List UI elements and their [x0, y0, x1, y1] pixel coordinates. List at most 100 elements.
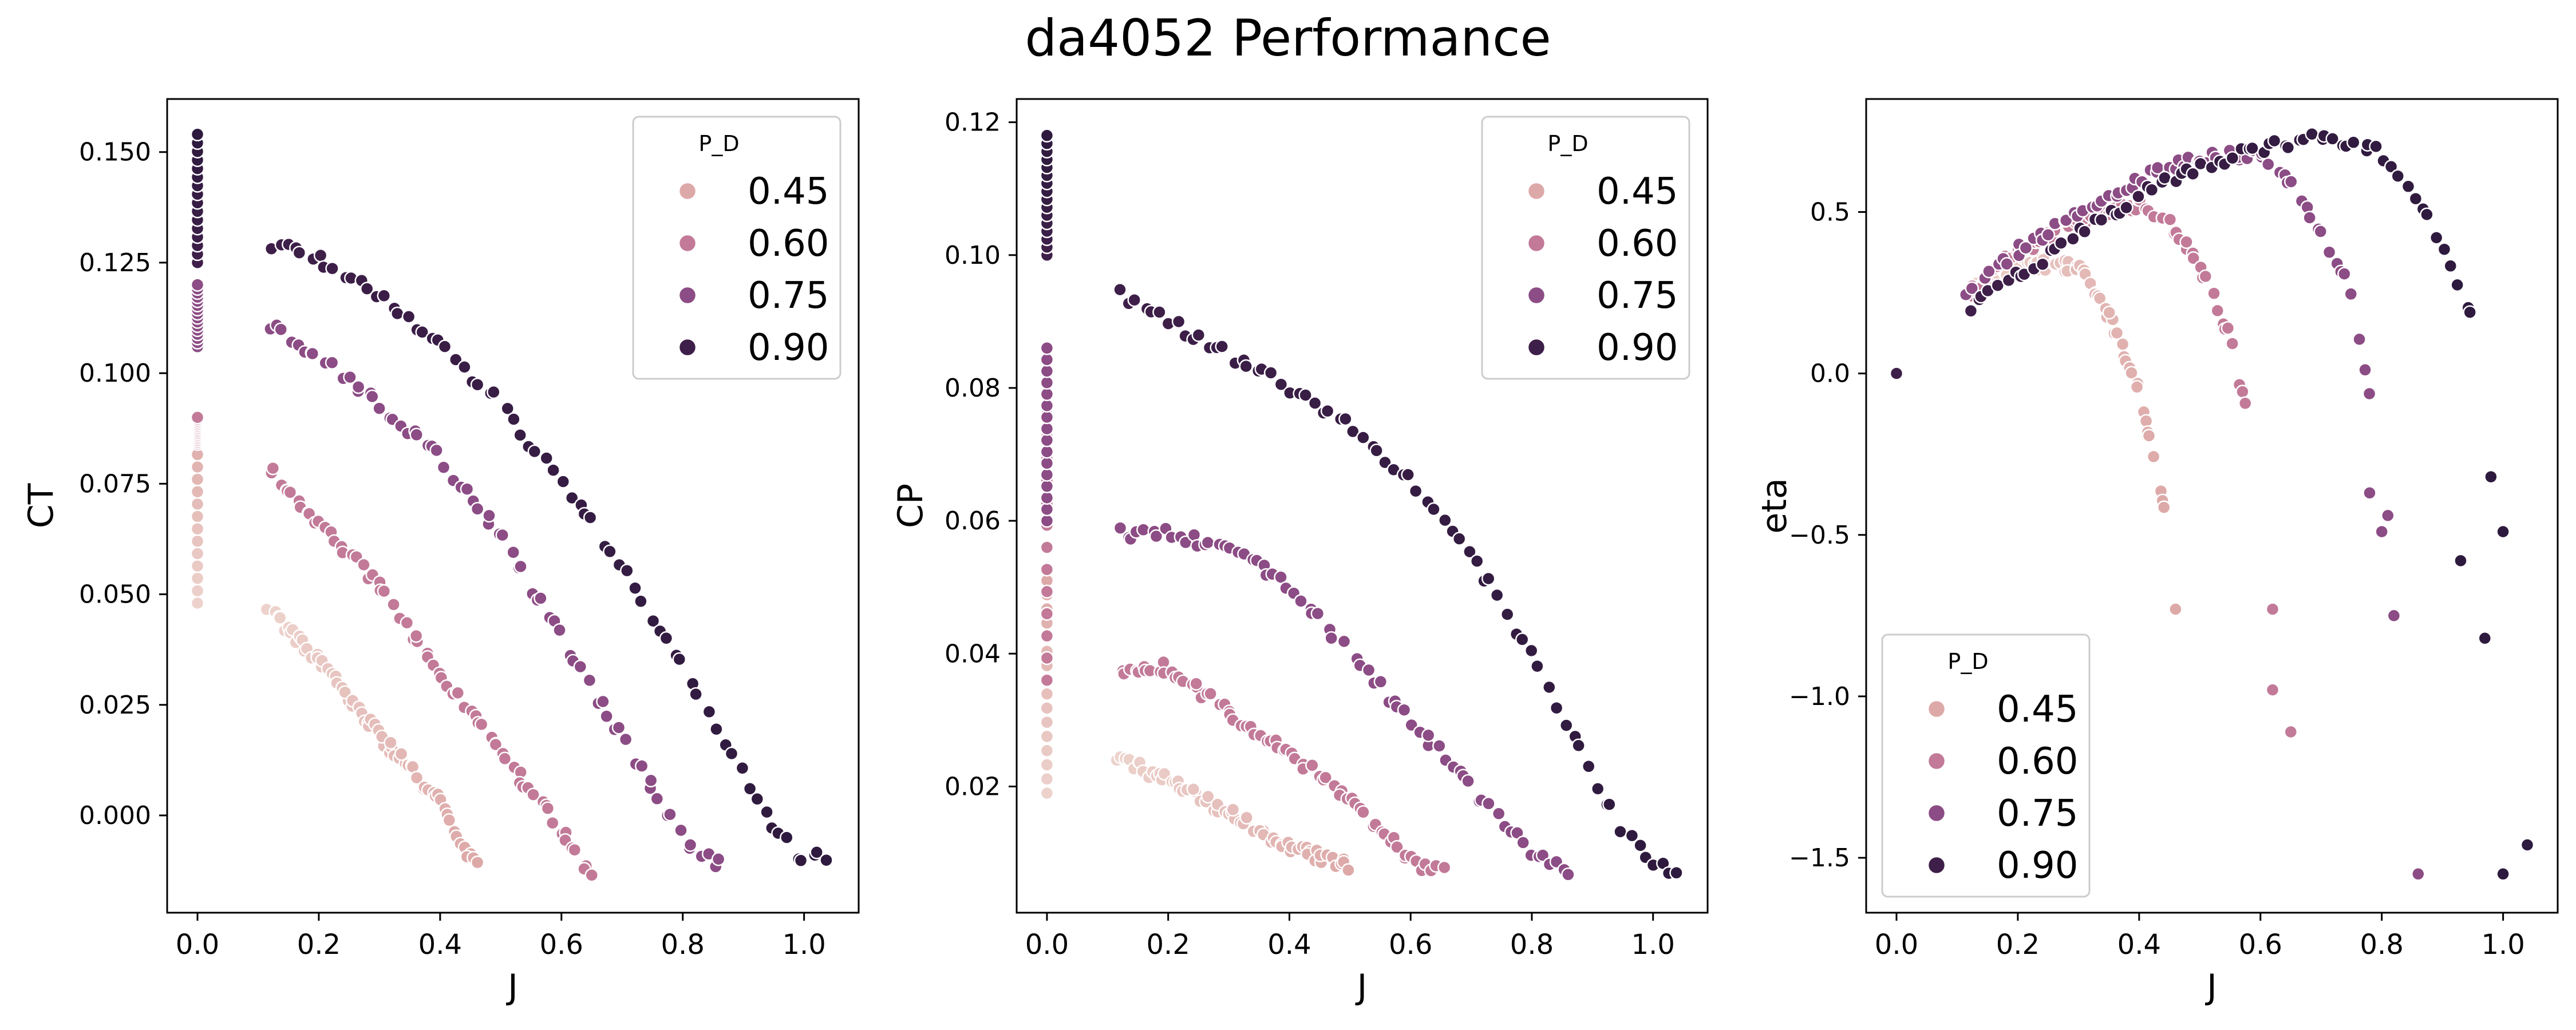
axes-frame	[1865, 98, 2559, 914]
data-point-pd-0.90	[1549, 700, 1564, 715]
data-point-outlier-pd-0.60	[2265, 602, 2280, 616]
legend-label: 0.90	[1597, 327, 1678, 369]
data-point-pd-0.75	[1294, 594, 1308, 608]
data-point-pd-0.75	[495, 528, 509, 542]
data-point-pd-0.60	[545, 815, 560, 830]
data-point-pd-0.75	[2302, 211, 2317, 225]
data-point-j0-pd-0.60	[1040, 607, 1054, 621]
data-point-pd-0.75	[2000, 257, 2014, 271]
data-point-pd-0.45	[2102, 305, 2116, 320]
legend-label: 0.45	[1597, 171, 1678, 213]
data-point-j0-pd-0.60	[190, 410, 205, 425]
data-point-outlier-pd-0.45	[2168, 602, 2183, 616]
data-point-pd-0.90	[564, 490, 579, 505]
data-point-pd-0.75	[365, 389, 380, 404]
data-point-pd-0.75	[674, 823, 688, 838]
data-point-j0-pd-0.45	[190, 558, 205, 573]
x-tick-label: 0.6	[1389, 929, 1432, 961]
x-tick-label: 0.6	[2239, 929, 2282, 961]
data-point-j0-pd-0.75	[1040, 502, 1054, 517]
data-point-pd-0.75	[2041, 228, 2056, 242]
data-point-pd-0.90	[1581, 759, 1596, 774]
data-point-outlier-pd-0.90	[2496, 524, 2510, 539]
legend-marker	[678, 181, 697, 201]
data-point-pd-0.90	[1524, 643, 1539, 658]
data-point-pd-0.75	[1982, 264, 1996, 279]
data-point-pd-0.90	[1338, 411, 1353, 426]
data-point-pd-0.75	[482, 508, 496, 523]
legend-label: 0.90	[1997, 845, 2079, 887]
data-point-pd-0.75	[534, 591, 548, 605]
y-tick-label: 0.050	[79, 580, 151, 609]
data-point-pd-0.75	[372, 401, 386, 415]
legend-marker	[678, 233, 697, 253]
data-point-pd-0.60	[409, 628, 424, 643]
data-point-pd-0.60	[2225, 336, 2239, 351]
data-point-pd-0.90	[2131, 189, 2146, 204]
data-point-pd-0.90	[620, 563, 634, 578]
data-point-pd-0.90	[603, 544, 617, 559]
data-point-j0-pd-0.45	[190, 534, 205, 549]
data-point-pd-0.90	[2144, 183, 2159, 197]
data-point-pd-0.90	[2420, 207, 2434, 222]
data-point-j0-pd-0.45	[190, 485, 205, 499]
data-point-pd-0.90	[634, 594, 648, 609]
data-point-pd-0.75	[611, 720, 626, 735]
data-point-j0-pd-0.45	[190, 509, 205, 524]
data-point-j0-pd-0.75	[1040, 387, 1054, 402]
data-point-pd-0.45	[1239, 810, 1254, 825]
data-point-pd-0.90	[1452, 532, 1467, 546]
data-point-outlier-pd-0.75	[2374, 524, 2389, 539]
data-point-outlier-pd-0.75	[2387, 608, 2401, 623]
legend-label: 0.75	[1997, 793, 2079, 835]
data-point-pd-0.90	[500, 401, 515, 416]
data-point-j0-pd-0.45	[1040, 786, 1054, 801]
legend-marker	[1527, 233, 1546, 253]
data-point-pd-0.75	[663, 807, 677, 822]
data-point-pd-0.75	[325, 355, 339, 370]
data-point-pd-0.75	[1337, 634, 1352, 649]
data-point-j0-pd-0.45	[190, 472, 205, 486]
legend-label: 0.60	[1997, 740, 2079, 783]
data-point-j0-pd-0.45	[190, 521, 205, 536]
data-point-pd-0.45	[2124, 366, 2139, 380]
data-point-pd-0.90	[2158, 171, 2172, 185]
data-point-pd-0.90	[2429, 231, 2444, 245]
legend-item: 0.75	[1527, 275, 1678, 317]
data-point-pd-0.90	[377, 288, 392, 303]
data-point-pd-0.90	[415, 325, 429, 339]
x-tick-label: 0.2	[1147, 929, 1190, 961]
y-tick-label: 0.025	[79, 691, 151, 720]
data-point-pd-0.60	[2179, 235, 2194, 249]
data-point-pd-0.90	[2463, 305, 2477, 319]
data-point-pd-0.90	[2119, 200, 2134, 215]
data-point-j0-pd-0.75	[1040, 352, 1054, 367]
data-point-j0-pd-0.75	[1040, 410, 1054, 425]
data-point-pd-0.60	[357, 557, 371, 572]
data-point-pd-0.60	[2210, 303, 2225, 318]
data-point-pd-0.90	[2066, 232, 2080, 246]
data-point-pd-0.60	[2235, 385, 2250, 399]
data-point-pd-0.45	[2139, 414, 2154, 428]
data-point-pd-0.90	[1669, 866, 1684, 880]
data-point-pd-0.90	[1274, 377, 1289, 391]
legend-item: 0.45	[1927, 688, 2079, 731]
data-point-outlier-pd-0.90	[2453, 553, 2468, 568]
data-point-pd-0.75	[470, 502, 485, 516]
legend-marker	[678, 338, 697, 357]
data-point-pd-0.90	[659, 631, 674, 645]
data-point-pd-0.45	[2142, 429, 2156, 443]
data-point-pd-0.90	[2267, 133, 2282, 148]
data-point-pd-0.75	[460, 482, 475, 496]
legend-marker	[1527, 286, 1546, 305]
legend-marker	[1927, 699, 1946, 719]
legend-item: 0.75	[1927, 793, 2079, 835]
data-point-pd-0.60	[567, 842, 582, 857]
data-point-pd-0.90	[513, 428, 527, 442]
data-point-pd-0.90	[1113, 282, 1127, 297]
legend-label: 0.90	[748, 327, 829, 369]
data-point-pd-0.90	[1613, 825, 1627, 839]
x-tick-label: 0.8	[2360, 929, 2404, 961]
data-point-pd-0.90	[583, 510, 598, 525]
data-point-pd-0.75	[1491, 806, 1506, 821]
